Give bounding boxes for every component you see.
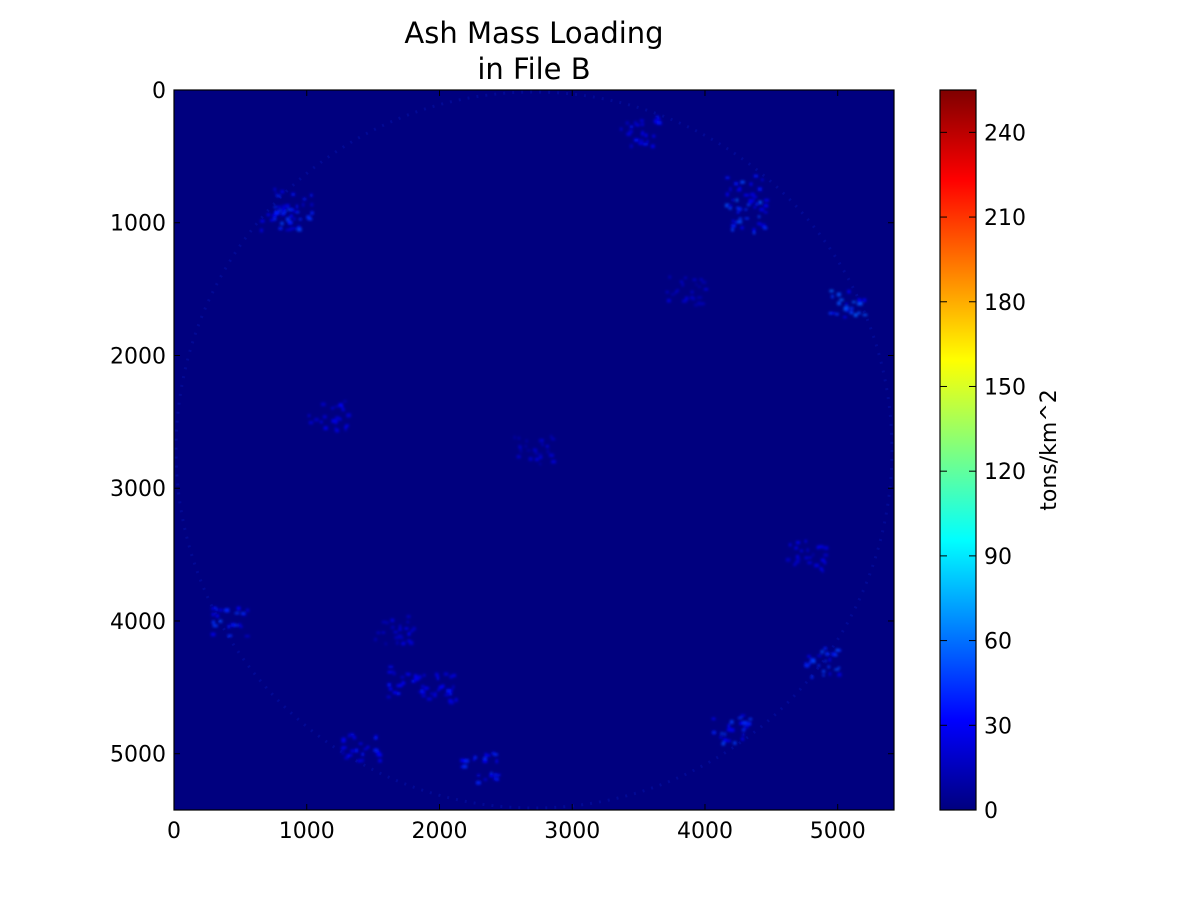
chart-title: Ash Mass Loading <box>404 16 664 50</box>
colorbar-tick-label: 150 <box>984 375 1026 400</box>
ash-feature <box>711 714 753 746</box>
ash-feature <box>728 202 768 235</box>
ash-feature <box>460 751 501 785</box>
colorbar-gradient <box>939 89 977 811</box>
colorbar-label: tons/km^2 <box>1037 389 1062 511</box>
x-tick-label: 4000 <box>677 819 733 844</box>
colorbar-tick-label: 90 <box>984 545 1012 570</box>
x-tick-label: 0 <box>167 819 181 844</box>
ash-feature <box>785 539 829 573</box>
ash-feature <box>665 275 709 307</box>
colorbar-tick-label: 60 <box>984 630 1012 655</box>
y-tick-label: 4000 <box>110 610 166 635</box>
colorbar-tick-label: 180 <box>984 291 1026 316</box>
ash-feature <box>420 672 458 705</box>
ash-feature <box>210 606 250 638</box>
ash-feature <box>804 646 842 679</box>
ash-feature <box>273 188 314 222</box>
colorbar-tick-label: 210 <box>984 206 1026 231</box>
colorbar-tick-label: 30 <box>984 714 1012 739</box>
ash-feature <box>307 400 352 433</box>
ash-feature <box>374 615 416 646</box>
x-tick-label: 5000 <box>810 819 866 844</box>
y-tick-label: 3000 <box>110 477 166 502</box>
colorbar-tick-label: 240 <box>984 121 1026 146</box>
x-tick-label: 1000 <box>279 819 335 844</box>
x-tick-label: 2000 <box>411 819 467 844</box>
y-tick-label: 5000 <box>110 743 166 768</box>
y-tick-label: 0 <box>152 79 166 104</box>
ash-feature <box>828 289 868 319</box>
chart-subtitle: in File B <box>477 52 591 86</box>
disk-limb <box>174 90 894 810</box>
plot-area <box>174 90 894 810</box>
plot-frame <box>173 89 895 811</box>
x-tick-label: 3000 <box>544 819 600 844</box>
y-tick-label: 1000 <box>110 212 166 237</box>
ash-feature <box>725 174 770 208</box>
ash-feature <box>341 733 383 763</box>
x-axis: 0 1000 2000 3000 4000 5000 <box>167 90 866 844</box>
colorbar-tick-label: 0 <box>984 799 998 824</box>
y-tick-label: 2000 <box>110 344 166 369</box>
ash-feature <box>513 435 556 466</box>
y-axis: 0 1000 2000 3000 4000 5000 <box>110 79 894 768</box>
colorbar: 0 30 60 90 120 150 180 210 240 <box>939 89 1026 824</box>
colorbar-tick-label: 120 <box>984 460 1026 485</box>
ash-feature <box>620 115 662 149</box>
